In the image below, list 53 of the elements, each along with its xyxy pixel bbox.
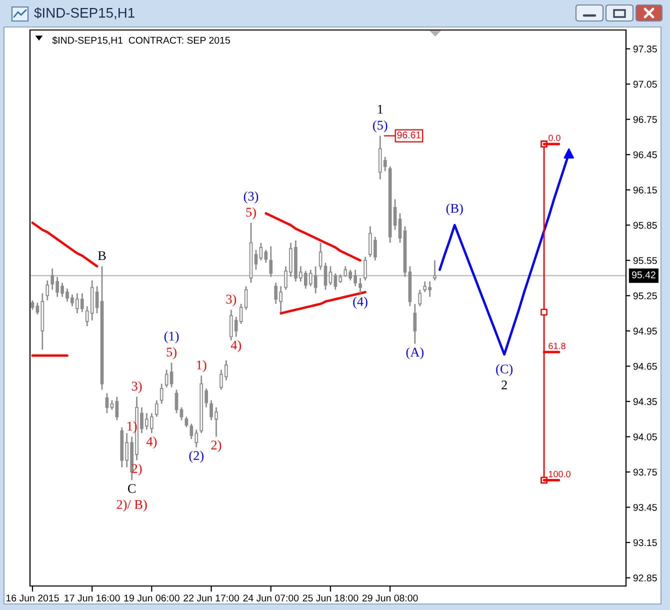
annotation: 1) <box>197 360 206 372</box>
annotation: 61.8 <box>548 342 566 350</box>
y-tick-label: 93.45 <box>633 504 657 511</box>
chart-title: $IND-SEP15,H1 <box>34 7 134 20</box>
annotation: C <box>128 484 136 493</box>
annotation: 2) <box>211 440 222 452</box>
annotation: (3) <box>244 191 258 204</box>
y-tick-label: 95.85 <box>633 222 657 229</box>
annotation: 2) <box>132 464 142 476</box>
annotation: 1) <box>127 421 137 434</box>
text: 96.61 <box>397 132 421 138</box>
annotation: 3) <box>226 294 236 306</box>
annotation: 5) <box>246 207 256 220</box>
annotation: (4) <box>353 296 368 309</box>
x-tick-label: 25 Jun 18:00 <box>302 594 358 602</box>
x-tick-label: 22 Jun 17:00 <box>184 594 240 602</box>
y-tick-label: 94.35 <box>633 398 657 406</box>
annotation: B <box>98 251 106 260</box>
annotation: 1 <box>378 104 383 114</box>
annotation: (B) <box>446 203 463 216</box>
x-tick-label: 17 Jun 16:00 <box>64 594 120 602</box>
y-tick-label: 97.35 <box>633 46 657 52</box>
annotation: (A) <box>406 347 424 360</box>
x-tick-label: 19 Jun 06:00 <box>124 594 180 602</box>
y-tick-label: 96.15 <box>633 186 657 194</box>
x-tick-label: 24 Jun 07:00 <box>243 594 299 602</box>
annotation: 4) <box>230 340 242 352</box>
annotation: 2 <box>502 380 507 390</box>
ref-line-label: 95.42 <box>632 271 656 278</box>
y-tick-label: 94.05 <box>633 433 657 440</box>
annotation: (1) <box>164 331 179 344</box>
annotation: 3) <box>132 381 142 394</box>
y-tick-label: 96.75 <box>633 116 657 123</box>
y-tick-label: 94.65 <box>633 362 657 370</box>
annotation: 4) <box>146 436 157 449</box>
annotation: 100.0 <box>548 470 570 478</box>
annotation: (5) <box>373 120 388 132</box>
y-tick-label: 94.95 <box>633 328 657 335</box>
y-tick-label: 95.25 <box>633 292 657 300</box>
annotation: 2)/ B) <box>116 500 147 512</box>
y-tick-label: 93.75 <box>633 468 657 476</box>
text: $IND-SEP15,H1 CONTRACT: SEP 2015 <box>52 36 230 45</box>
x-tick-label: 29 Jun 08:00 <box>362 594 418 602</box>
annotation: (2) <box>189 450 204 463</box>
y-tick-label: 95.55 <box>633 257 657 264</box>
x-tick-label: 16 Jun 2015 <box>6 594 59 602</box>
y-tick-label: 92.85 <box>633 574 657 582</box>
y-tick-label: 93.15 <box>633 539 657 546</box>
y-tick-label: 96.45 <box>633 151 657 158</box>
annotation: 5) <box>166 347 176 360</box>
y-tick-label: 97.05 <box>633 80 657 88</box>
annotation: 0.0 <box>548 134 560 142</box>
annotation: (C) <box>496 364 513 376</box>
